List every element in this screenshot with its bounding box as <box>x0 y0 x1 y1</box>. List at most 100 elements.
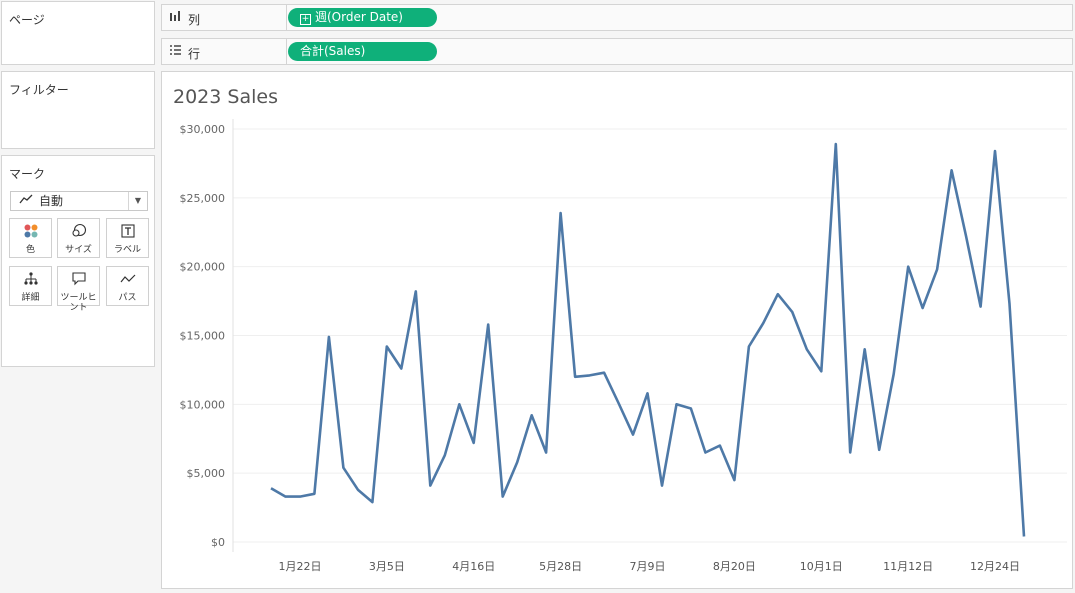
data-point[interactable] <box>760 320 766 326</box>
data-point[interactable] <box>804 346 810 352</box>
data-point[interactable] <box>688 405 694 411</box>
data-point[interactable] <box>326 334 332 340</box>
data-point[interactable] <box>746 344 752 350</box>
y-tick-label: $25,000 <box>180 192 226 205</box>
label-label: ラベル <box>113 245 141 255</box>
pages-title: ページ <box>9 13 45 27</box>
columns-shelf[interactable]: 列 + 週(Order Date) <box>161 4 1073 31</box>
data-point[interactable] <box>340 465 346 471</box>
data-point[interactable] <box>485 321 491 327</box>
sales-series-line[interactable] <box>270 142 1026 537</box>
size-button[interactable]: サイズ <box>57 218 100 258</box>
sum-sales-pill[interactable]: 合計(Sales) <box>288 42 437 61</box>
data-point[interactable] <box>413 288 419 294</box>
data-point[interactable] <box>891 371 897 377</box>
data-point[interactable] <box>601 370 607 376</box>
label-button[interactable]: ラベル <box>106 218 149 258</box>
data-point[interactable] <box>369 499 375 505</box>
pages-card[interactable]: ページ <box>1 1 155 65</box>
data-point[interactable] <box>978 304 984 310</box>
data-point[interactable] <box>818 368 824 374</box>
y-tick-label: $0 <box>211 536 225 549</box>
data-point[interactable] <box>268 485 274 491</box>
data-point[interactable] <box>717 443 723 449</box>
data-point[interactable] <box>355 487 361 493</box>
x-tick-label: 5月28日 <box>539 560 582 573</box>
data-point[interactable] <box>282 494 288 500</box>
x-tick-label: 1月22日 <box>278 560 321 573</box>
detail-button[interactable]: 詳細 <box>9 266 52 306</box>
data-point[interactable] <box>471 440 477 446</box>
data-point[interactable] <box>862 346 868 352</box>
color-button[interactable]: 色 <box>9 218 52 258</box>
y-tick-label: $30,000 <box>180 123 226 136</box>
detail-icon <box>10 271 51 293</box>
data-point[interactable] <box>456 401 462 407</box>
x-tick-label: 8月20日 <box>713 560 756 573</box>
data-point[interactable] <box>775 291 781 297</box>
color-icon <box>10 223 51 245</box>
data-point[interactable] <box>963 233 969 239</box>
x-tick-label: 3月5日 <box>369 560 405 573</box>
data-point[interactable] <box>384 344 390 350</box>
data-point[interactable] <box>847 450 853 456</box>
data-point[interactable] <box>1007 301 1013 307</box>
data-point[interactable] <box>558 210 564 216</box>
y-tick-label: $20,000 <box>180 261 226 274</box>
data-point[interactable] <box>789 309 795 315</box>
data-point[interactable] <box>572 374 578 380</box>
week-order-date-pill[interactable]: + 週(Order Date) <box>288 8 437 27</box>
columns-pill-text: 週(Order Date) <box>315 10 403 24</box>
data-point[interactable] <box>529 412 535 418</box>
path-button[interactable]: パス <box>106 266 149 306</box>
filters-card[interactable]: フィルター <box>1 71 155 149</box>
data-point[interactable] <box>398 366 404 372</box>
columns-label: 列 <box>188 13 201 27</box>
marks-title: マーク <box>9 167 46 181</box>
tooltip-icon <box>58 271 99 293</box>
color-label: 色 <box>25 245 35 255</box>
x-tick-label: 11月12日 <box>883 560 933 573</box>
data-point[interactable] <box>934 266 940 272</box>
data-point[interactable] <box>731 477 737 483</box>
data-point[interactable] <box>673 401 679 407</box>
data-point[interactable] <box>905 264 911 270</box>
data-point[interactable] <box>876 447 882 453</box>
data-point[interactable] <box>297 494 303 500</box>
data-point[interactable] <box>427 483 433 489</box>
columns-icon <box>169 10 181 25</box>
x-tick-label: 4月16日 <box>452 560 495 573</box>
data-point[interactable] <box>500 494 506 500</box>
data-point[interactable] <box>514 459 520 465</box>
data-point[interactable] <box>659 483 665 489</box>
data-point[interactable] <box>630 432 636 438</box>
data-point[interactable] <box>311 491 317 497</box>
x-tick-label: 7月9日 <box>630 560 666 573</box>
y-tick-label: $5,000 <box>187 467 226 480</box>
tooltip-button[interactable]: ツールヒント <box>57 266 100 313</box>
data-point[interactable] <box>587 372 593 378</box>
data-point[interactable] <box>949 167 955 173</box>
chart-title: 2023 Sales <box>173 86 278 108</box>
line-chart[interactable]: $0 $5,000 $10,000 $15,000 $20,000 $25,000 $30,… <box>162 72 1072 588</box>
rows-shelf[interactable]: 行 合計(Sales) <box>161 38 1073 65</box>
data-point[interactable] <box>992 148 998 154</box>
path-icon <box>107 271 148 293</box>
data-point[interactable] <box>702 450 708 456</box>
line-mark-icon <box>19 192 33 211</box>
filters-title: フィルター <box>9 83 69 97</box>
y-tick-label: $10,000 <box>180 398 226 411</box>
tooltip-label: ツールヒント <box>60 293 97 313</box>
data-point[interactable] <box>920 305 926 311</box>
mark-type-dropdown[interactable]: 自動 ▼ <box>10 191 148 211</box>
size-icon <box>58 223 99 245</box>
chart-view[interactable]: 2023 Sales $0 $5,000 $10,000 $15,000 $20,000… <box>161 71 1073 589</box>
shelf-divider <box>286 39 287 64</box>
rows-icon <box>169 44 181 59</box>
data-point[interactable] <box>543 450 549 456</box>
data-point[interactable] <box>442 452 448 458</box>
data-point[interactable] <box>1021 533 1027 539</box>
data-point[interactable] <box>616 400 622 406</box>
data-point[interactable] <box>833 141 839 147</box>
data-point[interactable] <box>645 390 651 396</box>
